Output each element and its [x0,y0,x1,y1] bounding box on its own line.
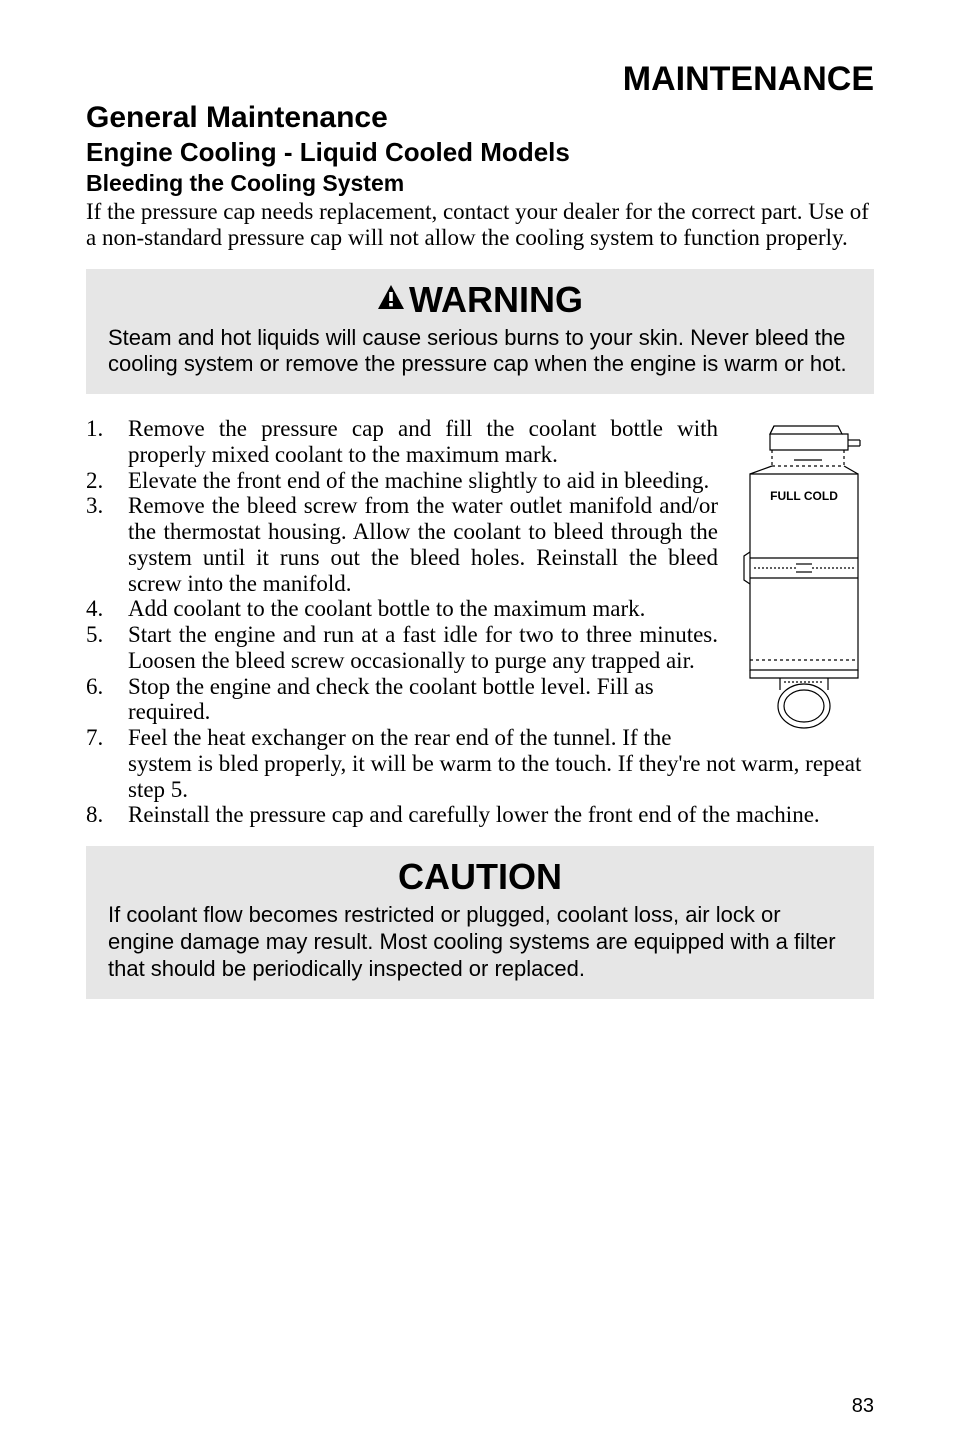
caution-callout: CAUTION If coolant flow becomes restrict… [86,846,874,998]
warning-title-row: WARNING [108,279,852,321]
section-title: General Maintenance [86,101,874,135]
caution-title: CAUTION [108,856,852,898]
step-item: Remove the bleed screw from the water ou… [86,493,874,596]
step-item: Remove the pressure cap and fill the coo… [86,416,874,468]
warning-body: Steam and hot liquids will cause serious… [108,325,852,379]
step-item: Stop the engine and check the coolant bo… [86,674,874,726]
warning-title-text: WARNING [409,279,583,320]
step-item: Feel the heat exchanger on the rear end … [86,725,874,802]
step-item: Elevate the front end of the machine sli… [86,468,874,494]
step-item: Start the engine and run at a fast idle … [86,622,874,674]
page-header: MAINTENANCE [86,60,874,99]
intro-paragraph: If the pressure cap needs replacement, c… [86,199,874,251]
warning-triangle-icon [377,277,405,319]
warning-callout: WARNING Steam and hot liquids will cause… [86,269,874,395]
subsection-title: Engine Cooling - Liquid Cooled Models [86,137,874,168]
caution-body: If coolant flow becomes restricted or pl… [108,902,852,982]
steps-list: Remove the pressure cap and fill the coo… [86,416,874,828]
subsubsection-title: Bleeding the Cooling System [86,170,874,197]
step-item: Reinstall the pressure cap and carefully… [86,802,874,828]
step-item: Add coolant to the coolant bottle to the… [86,596,874,622]
page-number: 83 [852,1395,874,1418]
steps-and-figure: FULL COLD Remove the pressure cap and fi… [86,416,874,846]
